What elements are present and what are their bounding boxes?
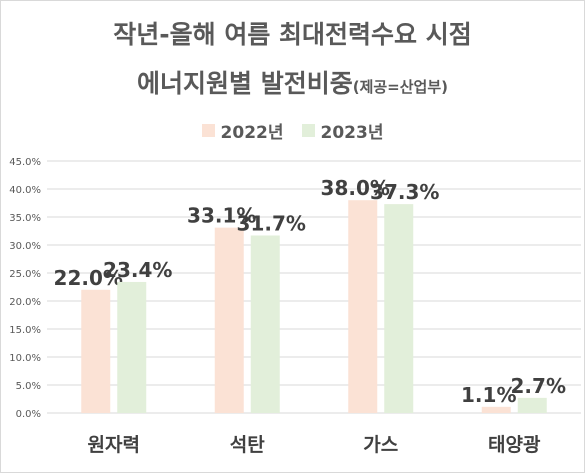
y-tick-label: 5.0% <box>16 381 41 392</box>
chart-title-main: 에너지원별 발전비중 <box>137 69 353 98</box>
data-label-2022: 22.0% <box>54 266 123 290</box>
y-tick-label: 25.0% <box>9 269 41 280</box>
data-label-2023: 23.4% <box>103 258 172 282</box>
y-tick-label: 20.0% <box>9 297 41 308</box>
y-tick-label: 15.0% <box>9 325 41 336</box>
x-category-label: 원자력 <box>88 434 140 456</box>
y-tick-label: 35.0% <box>9 213 41 224</box>
y-tick-label: 0.0% <box>16 409 41 420</box>
chart-title-line1: 작년-올해 여름 최대전력수요 시점 <box>113 20 472 49</box>
bar-2023 <box>517 397 547 413</box>
y-tick-label: 30.0% <box>9 241 41 252</box>
chart-title-source: (제공=산업부) <box>352 78 448 96</box>
legend-label-2023: 2023년 <box>320 123 384 143</box>
data-label-2022: 38.0% <box>321 176 390 200</box>
bar-2022 <box>481 406 511 413</box>
legend-item-2022: 2022년 <box>201 118 284 143</box>
data-label-2023: 37.3% <box>370 180 439 204</box>
data-label-2023: 2.7% <box>511 374 566 398</box>
legend-label-2022: 2022년 <box>220 123 284 143</box>
y-tick-label: 40.0% <box>9 185 41 196</box>
legend-swatch-2022 <box>201 124 215 137</box>
data-label-2022: 1.1% <box>461 383 516 407</box>
x-category-label: 석탄 <box>230 434 265 456</box>
legend-item-2023: 2023년 <box>301 118 384 143</box>
bar-2022 <box>214 227 244 413</box>
legend: 2022년 2023년 <box>1 118 584 143</box>
y-tick-label: 45.0% <box>9 157 41 168</box>
data-label-2022: 33.1% <box>187 204 256 228</box>
chart-title-line2: 에너지원별 발전비중(제공=산업부) <box>1 64 584 100</box>
legend-swatch-2023 <box>301 124 315 137</box>
x-category-label: 가스 <box>363 434 398 456</box>
bar-2023 <box>384 204 414 413</box>
x-category-label: 태양광 <box>488 434 541 456</box>
bar-2022 <box>348 200 378 413</box>
data-label-2023: 31.7% <box>237 211 306 235</box>
bar-2023 <box>117 281 147 413</box>
bar-2023 <box>250 235 280 413</box>
y-tick-label: 10.0% <box>9 353 41 364</box>
bar-2022 <box>81 289 111 413</box>
